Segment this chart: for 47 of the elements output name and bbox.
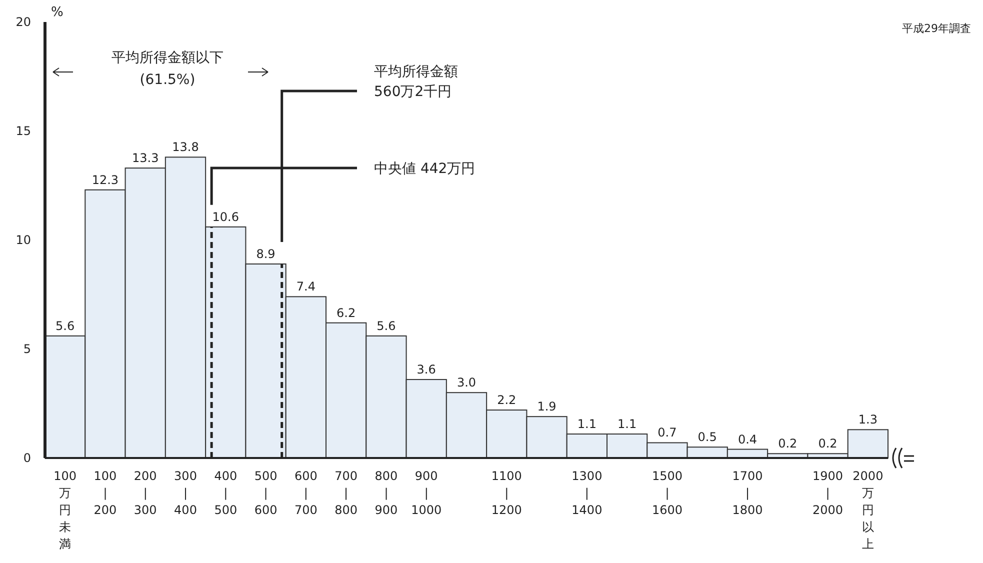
data-label: 0.5 [698, 430, 717, 444]
x-tick-label: 300 | 400 [174, 469, 197, 517]
x-tick-label: 1700 | 1800 [732, 469, 763, 517]
data-label: 1.3 [858, 412, 878, 427]
x-tick-label: 1900 | 2000 [812, 469, 844, 517]
data-label: 6.2 [336, 306, 356, 320]
annotation: 平均所得金額 560万2千円 [374, 64, 458, 100]
x-tick-label: 2000万円以上 [852, 469, 884, 551]
y-tick-label: 20 [16, 14, 31, 29]
data-label: 5.6 [56, 318, 75, 333]
data-label: 0.7 [658, 426, 677, 440]
x-tick-label: 900 | 1000 [411, 469, 442, 517]
x-tick-label: 400 | 500 [214, 469, 238, 517]
annotation: 中央値 442万円 [374, 161, 476, 177]
x-tick-label: 800 | 900 [374, 469, 398, 517]
x-tick-label: 100万円未満 [54, 469, 77, 551]
data-label: 1.1 [577, 417, 596, 432]
y-tick-label: 15 [16, 124, 31, 138]
data-label: 2.2 [497, 393, 516, 408]
x-tick-label: 600 | 700 [294, 469, 318, 517]
data-label: 7.4 [296, 280, 316, 294]
annotation: 平均所得金額以下 (61.5%) [112, 50, 224, 88]
data-label: 3.0 [456, 376, 476, 390]
data-label: 1.1 [618, 417, 637, 432]
x-tick-label: 700 | 800 [334, 469, 358, 517]
data-label: 13.8 [172, 140, 199, 154]
data-label: 0.2 [778, 436, 798, 451]
data-label: 3.6 [416, 362, 436, 377]
data-label: 12.3 [92, 172, 119, 187]
y-tick-label: 10 [16, 232, 31, 247]
data-label: 0.4 [738, 432, 758, 446]
data-label: 13.3 [132, 151, 159, 166]
data-label: 1.9 [537, 400, 556, 414]
text: 平成29年調査 [902, 22, 971, 35]
data-label: 5.6 [376, 318, 396, 333]
x-tick-label: 1300 | 1400 [572, 469, 602, 517]
y-tick-label: 0 [23, 450, 31, 465]
x-tick-label: 200 | 300 [134, 469, 157, 517]
x-tick-label: 1500 | 1600 [652, 469, 682, 517]
x-tick-label: 100 | 200 [94, 469, 117, 517]
data-label: 0.2 [818, 436, 838, 451]
y-tick-label: 5 [23, 342, 31, 356]
y-axis-title: % [51, 5, 64, 20]
x-tick-label: 1100 | 1200 [491, 469, 522, 517]
data-label: 8.9 [256, 246, 276, 261]
x-tick-label: 500 | 600 [254, 469, 278, 517]
data-label: 10.6 [212, 210, 239, 224]
